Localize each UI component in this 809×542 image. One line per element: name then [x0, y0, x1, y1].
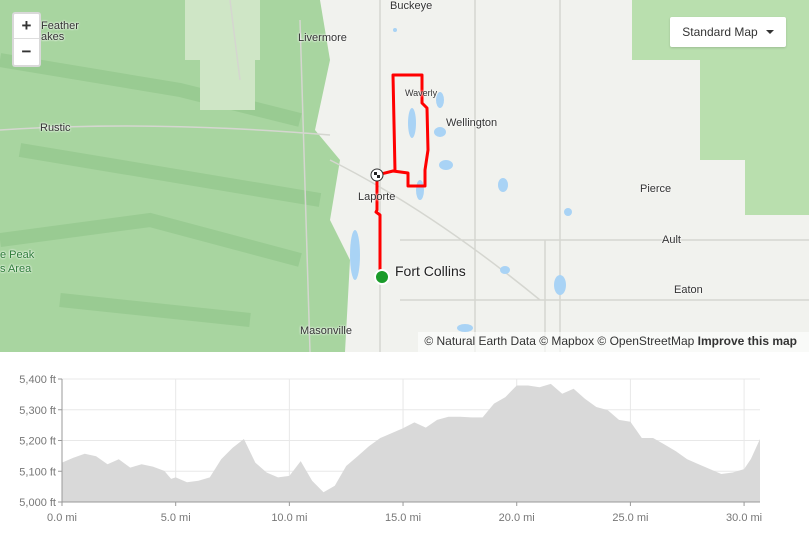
y-tick-label: 5,000 ft — [19, 497, 56, 509]
place-label: Fort Collins — [395, 263, 466, 279]
place-label: Pierce — [640, 183, 672, 195]
x-tick-label: 25.0 mi — [612, 512, 648, 524]
grassland-area — [632, 0, 809, 215]
x-tick-label: 30.0 mi — [726, 512, 762, 524]
place-label: Waverly — [405, 88, 438, 98]
route-line — [374, 73, 430, 278]
y-tick-label: 5,200 ft — [19, 436, 56, 448]
place-label: s Area — [0, 263, 32, 275]
place-label: e Peak — [0, 249, 35, 261]
zoom-out-button[interactable]: − — [21, 41, 32, 61]
zoom-in-button[interactable]: + — [14, 14, 39, 39]
place-label: Livermore — [298, 32, 347, 44]
lakes — [350, 28, 572, 332]
x-tick-label: 10.0 mi — [271, 512, 307, 524]
y-tick-label: 5,100 ft — [19, 466, 56, 478]
map-style-label: Standard Map — [682, 25, 758, 39]
map-attribution: © Natural Earth Data © Mapbox © OpenStre… — [418, 332, 809, 352]
place-label: Eaton — [674, 284, 703, 296]
place-label: Rustic — [40, 122, 71, 134]
attribution-sources[interactable]: © Natural Earth Data © Mapbox © OpenStre… — [424, 334, 695, 348]
start-marker-icon — [374, 269, 390, 285]
elevation-area — [62, 383, 760, 502]
place-label: Masonville — [300, 325, 352, 337]
place-label: Feather — [41, 20, 79, 32]
y-tick-label: 5,400 ft — [19, 374, 56, 386]
place-label: Ault — [662, 234, 681, 246]
map-style-dropdown[interactable]: Standard Map — [670, 17, 786, 47]
map-tiles — [0, 0, 809, 352]
improve-map-link[interactable]: Improve this map — [697, 334, 797, 348]
x-tick-label: 20.0 mi — [499, 512, 535, 524]
finish-flag-icon — [370, 168, 384, 182]
caret-down-icon — [765, 30, 774, 34]
place-label: Wellington — [446, 117, 498, 129]
place-label: Laporte — [358, 191, 396, 203]
y-tick-label: 5,300 ft — [19, 405, 56, 417]
elevation-chart[interactable]: 5,000 ft 5,100 ft 5,200 ft 5,300 ft 5,400 ft… — [0, 360, 809, 542]
place-label: akes — [41, 31, 65, 43]
place-label: Buckeye — [390, 0, 433, 12]
x-tick-label: 15.0 mi — [385, 512, 421, 524]
x-tick-label: 5.0 mi — [161, 512, 191, 524]
x-tick-label: 0.0 mi — [47, 512, 77, 524]
zoom-controls: + − — [12, 12, 41, 67]
route-map[interactable]: Buckeye Livermore Feather akes Rustic Wa… — [0, 0, 809, 352]
